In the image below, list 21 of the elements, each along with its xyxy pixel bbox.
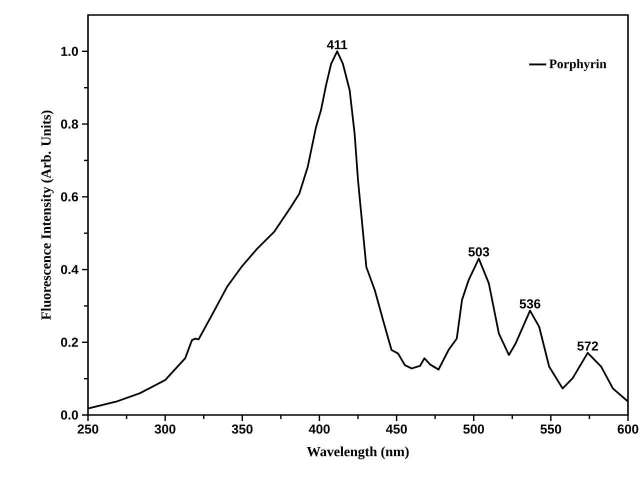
y-tick-label: 0.2 [61, 338, 78, 347]
x-tick-label: 350 [232, 424, 253, 434]
x-tick-label: 550 [540, 424, 562, 434]
legend-label: Porphyrin [549, 59, 606, 71]
x-tick-label: 600 [618, 424, 638, 434]
y-tick-label: 0.0 [61, 410, 78, 420]
x-tick-label: 300 [154, 424, 176, 434]
annotation: 503 [468, 247, 490, 256]
y-tick-label: 0.4 [61, 264, 78, 274]
y-tick-label: 0.6 [61, 192, 78, 202]
y-axis-title: Fluorescence Intensity (Arb. Units) [40, 110, 54, 320]
x-tick-label: 500 [463, 424, 484, 434]
annotation: 536 [520, 299, 540, 308]
y-tick-label: 1.0 [61, 46, 78, 56]
x-axis-title: Wavelength (nm) [306, 446, 409, 460]
x-tick-label: 250 [78, 424, 98, 434]
x-tick-label: 450 [386, 424, 407, 434]
x-tick-label: 400 [308, 424, 330, 434]
annotation: 411 [326, 40, 348, 50]
y-tick-label: 0.8 [61, 120, 78, 129]
annotation: 572 [577, 341, 598, 351]
